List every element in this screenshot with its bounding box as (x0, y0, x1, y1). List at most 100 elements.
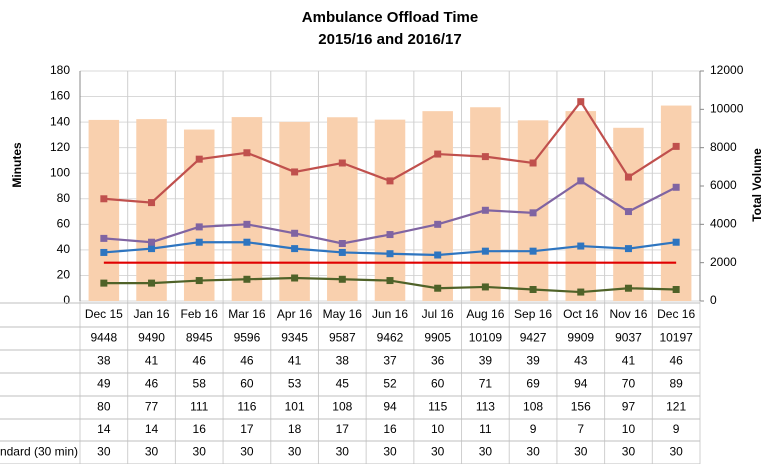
table-cell: 10 (622, 422, 636, 436)
x-tick-label: Oct 16 (563, 307, 599, 321)
table-cell: 9490 (138, 331, 165, 345)
table-cell: 30 (145, 445, 159, 459)
table-cell: 10 (431, 422, 445, 436)
y2-tick-label: 0 (710, 293, 717, 307)
bar (422, 111, 453, 301)
table-cell: 17 (336, 422, 350, 436)
table-cell: 9596 (234, 331, 261, 345)
table-cell: 45 (336, 377, 350, 391)
chart-subtitle: 2015/16 and 2016/17 (318, 31, 461, 48)
table-cell: 97 (622, 400, 636, 414)
table-cell: 46 (193, 354, 207, 368)
table-cell: 43 (574, 354, 588, 368)
marker (243, 275, 251, 283)
marker (434, 220, 442, 228)
y2-tick-label: 10000 (710, 102, 744, 116)
table-cell: 121 (666, 400, 686, 414)
marker (624, 173, 632, 181)
marker (338, 248, 346, 256)
y-tick-label: 180 (50, 63, 70, 77)
marker (481, 206, 489, 214)
marker (529, 247, 537, 255)
marker (434, 284, 442, 292)
y-tick-label: 120 (50, 140, 70, 154)
marker (577, 242, 585, 250)
marker (291, 229, 299, 237)
table-cell: 16 (383, 422, 397, 436)
bar (88, 119, 120, 301)
marker (434, 251, 442, 259)
marker (386, 250, 394, 258)
x-tick-label: May 16 (323, 307, 363, 321)
table-cell: 38 (336, 354, 350, 368)
bar (327, 117, 358, 301)
x-tick-label: Sep 16 (514, 307, 552, 321)
table-cell: 115 (428, 400, 447, 414)
x-tick-label: Feb 16 (181, 307, 219, 321)
table-cell: 9905 (424, 331, 451, 345)
table-cell: 9909 (567, 331, 594, 345)
marker (195, 223, 203, 231)
table-cell: 60 (431, 377, 445, 391)
table-cell: 9462 (377, 331, 404, 345)
table-cell: 53 (288, 377, 302, 391)
table-cell: 101 (285, 400, 305, 414)
marker (481, 283, 489, 291)
y-axis-title: Minutes (10, 142, 24, 188)
table-cell: 36 (431, 354, 445, 368)
bar (231, 117, 263, 302)
table-cell: 71 (479, 377, 493, 391)
table-cell: 156 (571, 400, 591, 414)
marker (291, 168, 299, 176)
table-cell: 41 (622, 354, 636, 368)
table-cell: 30 (336, 445, 350, 459)
marker (672, 238, 680, 246)
y-tick-label: 80 (57, 191, 71, 205)
marker (338, 275, 346, 283)
table-cell: 39 (479, 354, 493, 368)
marker (624, 284, 632, 292)
table-cell: 30 (193, 445, 207, 459)
bar (183, 129, 215, 301)
y-tick-label: 140 (50, 114, 70, 128)
x-tick-label: Nov 16 (609, 307, 647, 321)
table-cell: 111 (190, 400, 209, 414)
table-cell: 14 (145, 422, 159, 436)
table-cell: 46 (240, 354, 254, 368)
x-tick-label: Dec 15 (85, 307, 123, 321)
table-cell: 69 (526, 377, 540, 391)
marker (624, 245, 632, 253)
table-cell: 9 (673, 422, 680, 436)
marker (529, 159, 537, 167)
y-tick-label: 160 (50, 89, 70, 103)
marker (672, 286, 680, 293)
x-tick-label: Jun 16 (372, 307, 408, 321)
table-cell: 9587 (329, 331, 356, 345)
table-cell: 9 (530, 422, 537, 436)
y2-tick-label: 6000 (710, 178, 737, 192)
table-cell: 30 (669, 445, 683, 459)
table-cell: 46 (669, 354, 683, 368)
table-cell: 94 (574, 377, 588, 391)
x-tick-label: Apr 16 (277, 307, 313, 321)
table-cell: 10109 (469, 331, 503, 345)
y2-tick-label: 8000 (710, 140, 737, 154)
table-cell: 37 (383, 354, 397, 368)
table-cell: 9427 (520, 331, 547, 345)
marker (148, 245, 156, 253)
table-cell: 10197 (659, 331, 693, 345)
x-tick-label: Aug 16 (466, 307, 504, 321)
table-cell: 70 (622, 377, 636, 391)
table-cell: 113 (476, 400, 495, 414)
y-tick-label: 100 (50, 165, 70, 179)
table-cell: 30 (622, 445, 636, 459)
marker (148, 238, 156, 246)
y-tick-label: 40 (57, 242, 71, 256)
y-tick-label: 20 (57, 268, 71, 282)
y-tick-label: 60 (57, 217, 71, 231)
marker (481, 247, 489, 255)
table-cell: 41 (288, 354, 302, 368)
chart-title: Ambulance Offload Time (302, 9, 478, 26)
marker (386, 231, 394, 239)
